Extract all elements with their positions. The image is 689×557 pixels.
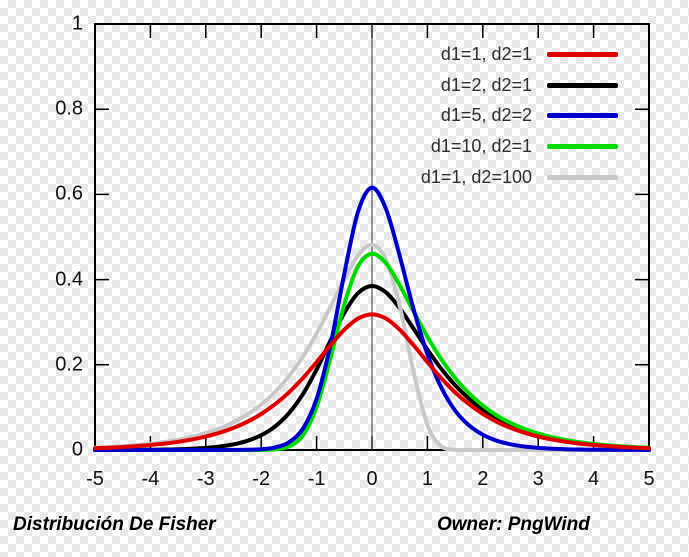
legend-item: d1=10, d2=1 (431, 131, 618, 162)
y-tick-label: 0.2 (55, 353, 83, 376)
y-tick-label: 0 (71, 438, 83, 461)
legend-item: d1=2, d2=1 (441, 70, 618, 101)
legend: d1=1, d2=1 d1=2, d2=1 d1=5, d2=2 d1=10, … (421, 39, 618, 192)
legend-item: d1=5, d2=2 (441, 100, 618, 131)
legend-line-black (547, 82, 618, 88)
x-tick-label: 2 (477, 468, 489, 490)
x-tick-label: -1 (307, 468, 326, 490)
legend-item: d1=1, d2=100 (421, 162, 618, 193)
x-tick-label: 4 (588, 468, 600, 490)
legend-item: d1=1, d2=1 (441, 39, 618, 70)
legend-line-blue (547, 113, 618, 119)
x-tick-label: 5 (643, 468, 655, 490)
x-tick-label: 0 (366, 468, 378, 490)
legend-line-green (547, 143, 618, 149)
caption-title: Distribución De Fisher (13, 514, 216, 535)
legend-line-gray (547, 174, 618, 180)
legend-label: d1=5, d2=2 (440, 105, 532, 126)
caption-owner: Owner: PngWind (437, 514, 590, 535)
density-curves (93, 185, 651, 453)
legend-label: d1=2, d2=1 (440, 74, 532, 95)
legend-label: d1=1, d2=1 (440, 43, 532, 64)
legend-line-red (547, 51, 618, 57)
legend-label: d1=10, d2=1 (430, 135, 532, 156)
y-tick-label: 0.4 (55, 268, 83, 291)
x-tick-label: 3 (532, 468, 544, 490)
x-tick-label: -5 (86, 468, 104, 490)
x-tick-label: 1 (421, 468, 433, 490)
curve-d1-5-d2-2 (93, 185, 651, 453)
x-tick-label: -2 (252, 468, 271, 490)
y-tick-label: 0.6 (55, 182, 83, 205)
y-tick-label: 0.8 (55, 97, 83, 120)
x-tick-label: -4 (141, 468, 160, 490)
curve-d1-1-d2-1 (93, 312, 651, 451)
y-tick-label: 1 (71, 12, 83, 35)
legend-label: d1=1, d2=100 (420, 166, 532, 187)
x-tick-label: -3 (196, 468, 215, 490)
